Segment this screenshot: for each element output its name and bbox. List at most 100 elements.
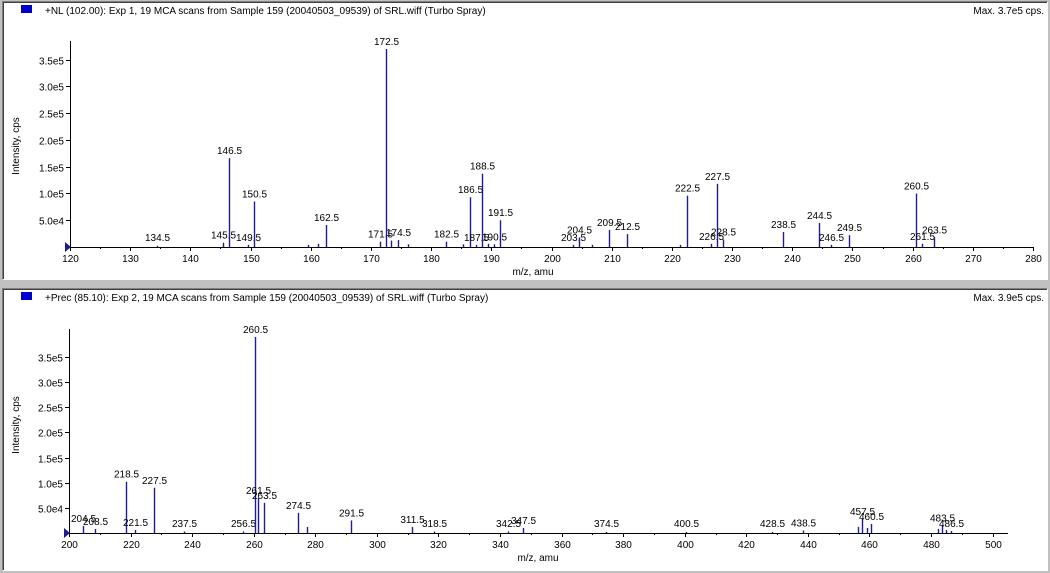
panel-1-y-tick-label: 2.0e5 — [39, 137, 64, 148]
panel-1-x-tick-label: 280 — [1025, 254, 1042, 265]
panel-1-peak-label: 263.5 — [922, 225, 947, 236]
panel-2-y-tick-label: 1.0e5 — [38, 480, 63, 491]
panel-2-cursor-marker[interactable] — [64, 528, 70, 538]
panel-1-x-axis-label: m/z, amu — [512, 267, 553, 278]
panel-2-peak-label: 260.5 — [243, 325, 268, 336]
panel-2-x-tick-label: 260 — [246, 540, 263, 551]
panel-1-peak-label: 204.5 — [567, 225, 592, 236]
panel-1-legend-box[interactable] — [21, 5, 32, 13]
panel-2-x-axis-label: m/z, amu — [517, 553, 558, 564]
panel-2-x-tick-label: 460 — [861, 540, 878, 551]
panel-2-y-axis-label: Intensity, cps — [11, 396, 22, 454]
panel-2-header: +Prec (85.10): Exp 2, 19 MCA scans from … — [45, 293, 488, 304]
panel-2-x-tick-label: 440 — [800, 540, 817, 551]
panel-1-peak-label: 238.5 — [771, 220, 796, 231]
panel-1-y-tick-label: 1.0e5 — [39, 190, 64, 201]
panel-2-peak-label: 311.5 — [400, 515, 425, 526]
panel-1-x-tick-label: 260 — [905, 254, 922, 265]
panel-1-y-tick-label: 3.0e5 — [39, 83, 64, 94]
panel-2-peak-label: 218.5 — [114, 470, 139, 481]
panel-1-peak-label: 171.5 — [368, 230, 393, 241]
panel-1-peak-label: 260.5 — [904, 181, 929, 192]
panel-1-peak-label: 222.5 — [675, 184, 700, 195]
panel-1-peak-label: 212.5 — [615, 222, 640, 233]
panel-2-peak-label: 274.5 — [286, 501, 311, 512]
panel-1-peak-label: 203.5 — [561, 233, 586, 244]
panel-1-max-label: Max. 3.7e5 cps. — [973, 6, 1044, 17]
panel-2-x-tick-label: 200 — [61, 540, 78, 551]
panel-2-peak-label: 291.5 — [339, 508, 364, 519]
panel-2-y-tick-label: 2.0e5 — [38, 429, 63, 440]
panel-1-peak-label: 174.5 — [386, 228, 411, 239]
panel-2-peak-label: 318.5 — [422, 519, 447, 530]
panel-1-x-tick-label: 220 — [664, 254, 681, 265]
panel-1-x-tick-label: 240 — [784, 254, 801, 265]
panel-1-header: +NL (102.00): Exp 1, 19 MCA scans from S… — [45, 6, 486, 17]
panel-2-x-tick-label: 240 — [184, 540, 201, 551]
panel-1-x-tick-label: 180 — [423, 254, 440, 265]
panel-2-x-tick-label: 300 — [369, 540, 386, 551]
panel-2-y-tick-label: 1.5e5 — [38, 455, 63, 466]
panel-2-peak-label: 457.5 — [850, 507, 875, 518]
panel-1-peak-label: 149.5 — [236, 233, 261, 244]
panel-2-peak-label: 263.5 — [252, 491, 277, 502]
panel-2-peak-label: 460.5 — [859, 512, 884, 523]
spectrum-panel-2: +Prec (85.10): Exp 2, 19 MCA scans from … — [2, 288, 1048, 571]
panel-2-x-tick-label: 380 — [615, 540, 632, 551]
panel-1-peak-label: 209.5 — [597, 218, 622, 229]
panel-2-legend-box[interactable] — [21, 292, 32, 300]
panel-2-peak-label: 438.5 — [791, 518, 816, 529]
panel-2-peak-label: 428.5 — [760, 519, 785, 530]
panel-1-peak-label: 261.5 — [910, 232, 935, 243]
panel-1-peak-label: 226.5 — [699, 232, 724, 243]
panel-2-peak-label: 400.5 — [674, 519, 699, 530]
panel-1-peak-label: 145.5 — [211, 231, 236, 242]
panel-2-peak-label: 342.5 — [496, 519, 521, 530]
panel-1-cursor-marker[interactable] — [65, 242, 71, 252]
panel-2-peak-label: 483.5 — [930, 513, 955, 524]
spectrum-chart-1: +NL (102.00): Exp 1, 19 MCA scans from S… — [11, 5, 1044, 278]
panel-2-peak-label: 221.5 — [123, 518, 148, 529]
panel-1-x-tick-label: 190 — [483, 254, 500, 265]
panel-2-peak-label: 237.5 — [172, 519, 197, 530]
panel-1-peak-label: 228.5 — [711, 228, 736, 239]
panel-2-x-tick-label: 500 — [985, 540, 1002, 551]
panel-2-x-tick-label: 320 — [430, 540, 447, 551]
panel-2-peak-label: 261.5 — [246, 486, 271, 497]
panel-1-peak-label: 246.5 — [819, 233, 844, 244]
panel-1-y-tick-label: 5.0e4 — [39, 217, 64, 228]
panel-1-peak-label: 187.5 — [464, 233, 489, 244]
panel-1-peak-label: 182.5 — [434, 230, 459, 241]
panel-2-peak-label: 204.5 — [71, 514, 96, 525]
panel-2-plot[interactable]: 200 220 240 260 280 300 320 340 360 380 400 420 440 4… — [11, 325, 1008, 564]
panel-1-x-tick-label: 150 — [243, 254, 260, 265]
panel-1-x-tick-label: 160 — [303, 254, 320, 265]
panel-1-plot[interactable]: 120 130 140 150 160 170 180 190 200 210 220 230 240 2… — [11, 37, 1042, 278]
panel-2-x-tick-label: 340 — [492, 540, 509, 551]
panel-2-peak-label: 227.5 — [142, 476, 167, 487]
panel-1-peak-label: 249.5 — [837, 223, 862, 234]
panel-1-x-tick-label: 200 — [544, 254, 561, 265]
panel-2-peak-label: 208.5 — [83, 517, 108, 528]
panel-2-y-tick-label: 2.5e5 — [38, 404, 63, 415]
panel-1-x-tick-label: 140 — [182, 254, 199, 265]
panel-1-peak-label: 244.5 — [807, 211, 832, 222]
panel-1-peak-label: 172.5 — [374, 37, 399, 48]
panel-2-x-tick-label: 360 — [554, 540, 571, 551]
panel-2-x-tick-label: 480 — [923, 540, 940, 551]
panel-2-x-tick-label: 420 — [738, 540, 755, 551]
panel-1-peak-label: 134.5 — [145, 233, 170, 244]
panel-1-x-tick-label: 270 — [965, 254, 982, 265]
panel-1-peak-label: 188.5 — [470, 162, 495, 173]
panel-1-y-tick-label: 2.5e5 — [39, 110, 64, 121]
panel-1-peak-label: 191.5 — [488, 208, 513, 219]
panel-2-max-label: Max. 3.9e5 cps. — [973, 293, 1044, 304]
panel-1-peak-label: 146.5 — [217, 146, 242, 157]
panel-1-x-tick-label: 250 — [844, 254, 861, 265]
panel-2-peak-label: 374.5 — [594, 519, 619, 530]
panel-1-peak-label: 227.5 — [705, 172, 730, 183]
panel-2-peak-label: 256.5 — [231, 519, 256, 530]
panel-1-x-tick-label: 130 — [122, 254, 139, 265]
panel-2-peak-label: 347.5 — [511, 516, 536, 527]
panel-2-x-tick-label: 280 — [307, 540, 324, 551]
